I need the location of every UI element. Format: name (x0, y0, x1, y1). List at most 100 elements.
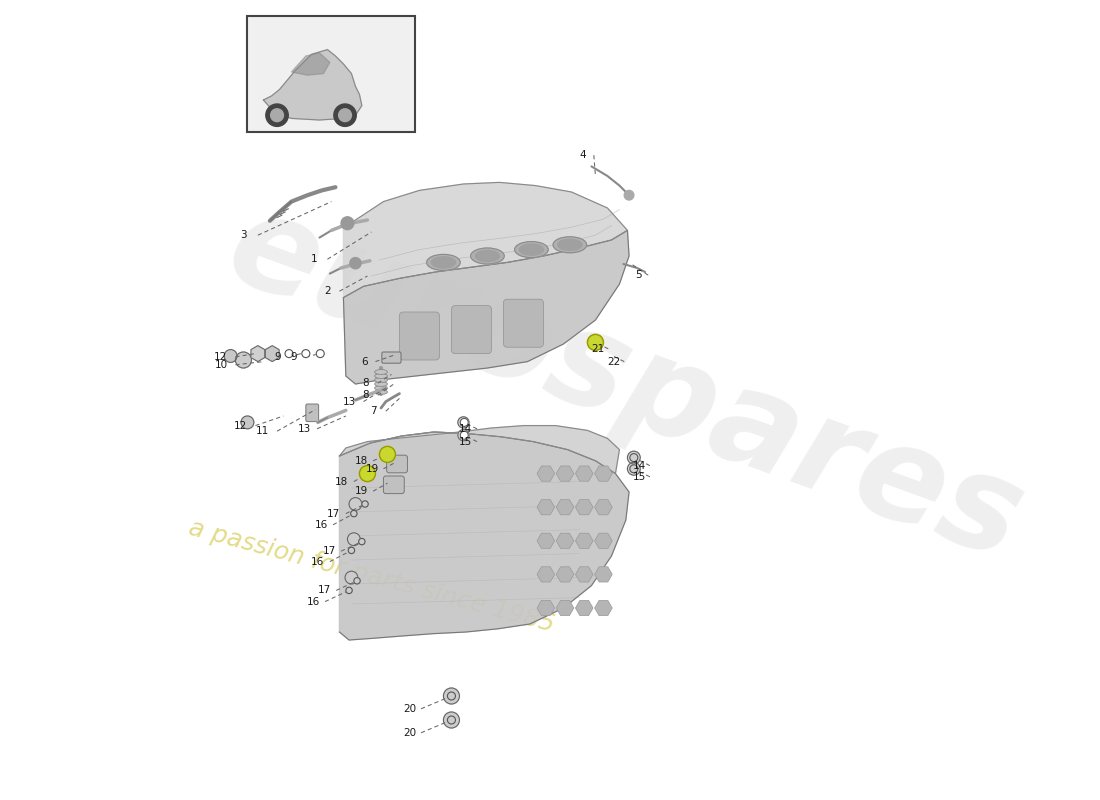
FancyBboxPatch shape (306, 404, 319, 422)
Text: 8: 8 (363, 390, 370, 400)
Text: 17: 17 (323, 546, 337, 556)
Text: 16: 16 (311, 557, 324, 566)
FancyBboxPatch shape (384, 476, 404, 494)
Circle shape (627, 451, 640, 464)
Ellipse shape (375, 390, 387, 394)
Text: 20: 20 (404, 704, 417, 714)
Circle shape (354, 578, 360, 584)
Text: 2: 2 (324, 286, 331, 296)
FancyBboxPatch shape (399, 312, 439, 360)
Text: 19: 19 (355, 486, 368, 496)
Polygon shape (340, 432, 629, 640)
Circle shape (379, 446, 395, 462)
Ellipse shape (375, 386, 387, 390)
Text: 1: 1 (310, 254, 317, 264)
Polygon shape (263, 50, 362, 120)
Text: 4: 4 (580, 150, 586, 160)
Circle shape (349, 498, 362, 510)
Circle shape (359, 538, 365, 545)
Text: 10: 10 (214, 360, 228, 370)
Polygon shape (343, 230, 629, 384)
Text: 21: 21 (591, 344, 605, 354)
Text: 3: 3 (240, 230, 246, 240)
Ellipse shape (375, 370, 387, 374)
Circle shape (458, 417, 469, 428)
Circle shape (587, 334, 604, 350)
Text: 11: 11 (256, 426, 270, 436)
Text: 5: 5 (636, 270, 642, 280)
Circle shape (341, 217, 354, 230)
Ellipse shape (475, 250, 499, 262)
Circle shape (348, 533, 360, 546)
Circle shape (362, 501, 369, 507)
Text: 15: 15 (632, 472, 646, 482)
Circle shape (460, 418, 469, 426)
Circle shape (630, 465, 638, 473)
Circle shape (627, 462, 640, 475)
Text: 17: 17 (318, 586, 331, 595)
Text: 9: 9 (290, 352, 297, 362)
Circle shape (345, 571, 358, 584)
Circle shape (345, 587, 352, 594)
Text: 8: 8 (363, 378, 370, 388)
Text: 7: 7 (371, 406, 377, 416)
Ellipse shape (553, 237, 586, 253)
Circle shape (224, 350, 236, 362)
Text: 9: 9 (275, 352, 282, 362)
Circle shape (443, 688, 460, 704)
Ellipse shape (515, 242, 548, 258)
Circle shape (235, 352, 252, 368)
Circle shape (333, 104, 356, 126)
Polygon shape (292, 53, 330, 75)
Circle shape (443, 712, 460, 728)
Bar (248, 16, 416, 132)
Text: 15: 15 (459, 437, 473, 446)
Circle shape (458, 430, 469, 441)
Text: 12: 12 (233, 421, 246, 430)
Circle shape (624, 190, 634, 200)
Circle shape (350, 258, 361, 269)
Circle shape (266, 104, 288, 126)
Text: 20: 20 (404, 728, 417, 738)
Text: 18: 18 (355, 456, 368, 466)
Text: 16: 16 (316, 520, 329, 530)
Circle shape (460, 431, 469, 439)
Text: 13: 13 (298, 424, 311, 434)
Text: 14: 14 (632, 461, 646, 470)
Text: 13: 13 (343, 397, 356, 406)
Circle shape (285, 350, 293, 358)
Circle shape (349, 547, 354, 554)
Circle shape (448, 692, 455, 700)
Text: a passion for parts since 1985: a passion for parts since 1985 (186, 515, 557, 637)
Text: eurospares: eurospares (211, 182, 1039, 586)
FancyBboxPatch shape (451, 306, 492, 354)
Text: 14: 14 (459, 424, 473, 434)
Circle shape (316, 350, 324, 358)
Ellipse shape (375, 382, 387, 386)
Text: 18: 18 (336, 477, 349, 486)
Circle shape (339, 109, 351, 122)
Circle shape (630, 454, 638, 462)
FancyBboxPatch shape (386, 455, 407, 473)
Ellipse shape (519, 244, 543, 255)
Ellipse shape (471, 248, 504, 264)
Ellipse shape (427, 254, 460, 270)
Text: 17: 17 (327, 509, 341, 518)
Polygon shape (343, 182, 627, 298)
Text: 16: 16 (307, 597, 320, 606)
Ellipse shape (558, 239, 582, 250)
Text: 22: 22 (607, 357, 620, 366)
Circle shape (241, 416, 254, 429)
Text: 12: 12 (213, 352, 227, 362)
Text: 19: 19 (365, 464, 378, 474)
Circle shape (301, 350, 310, 358)
FancyBboxPatch shape (382, 352, 402, 363)
Text: 6: 6 (361, 357, 367, 366)
Ellipse shape (375, 374, 387, 378)
Ellipse shape (431, 257, 455, 268)
FancyBboxPatch shape (504, 299, 543, 347)
Polygon shape (340, 426, 619, 474)
Circle shape (448, 716, 455, 724)
Circle shape (271, 109, 284, 122)
Ellipse shape (375, 378, 387, 382)
